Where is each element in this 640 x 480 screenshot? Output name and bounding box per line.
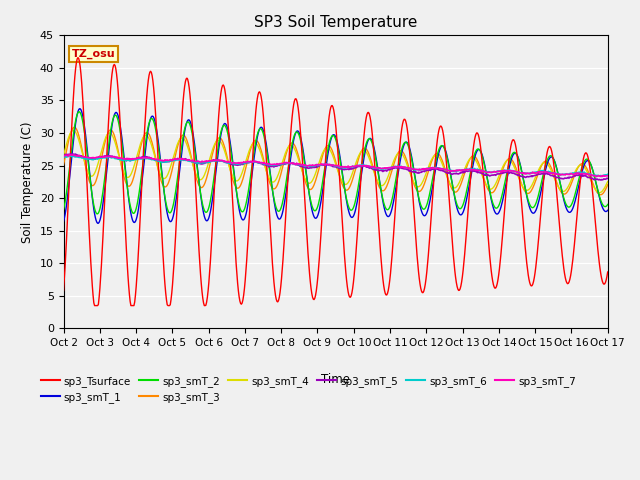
sp3_smT_6 xyxy=(419,166,426,172)
sp3_smT_5 xyxy=(68,151,76,156)
sp3_smT_7 xyxy=(182,156,189,162)
sp3_smT_1 xyxy=(76,106,83,112)
sp3_smT_2 xyxy=(60,206,67,212)
sp3_smT_4 xyxy=(211,143,218,148)
sp3_Tsurface xyxy=(604,269,612,275)
sp3_smT_7 xyxy=(126,156,134,162)
sp3_smT_5 xyxy=(604,176,612,181)
Line: sp3_smT_3: sp3_smT_3 xyxy=(63,127,608,195)
sp3_smT_1 xyxy=(95,220,102,226)
X-axis label: Time: Time xyxy=(321,373,350,386)
Line: sp3_smT_5: sp3_smT_5 xyxy=(63,154,608,180)
sp3_Tsurface xyxy=(60,288,67,293)
sp3_smT_4 xyxy=(182,138,189,144)
sp3_smT_1 xyxy=(403,140,411,145)
sp3_smT_3 xyxy=(70,124,78,130)
sp3_Tsurface xyxy=(91,303,99,309)
sp3_smT_5 xyxy=(419,168,426,174)
Title: SP3 Soil Temperature: SP3 Soil Temperature xyxy=(254,15,417,30)
sp3_smT_5 xyxy=(126,158,134,164)
sp3_smT_3 xyxy=(182,134,189,140)
sp3_smT_5 xyxy=(403,167,410,172)
sp3_smT_3 xyxy=(403,156,410,162)
Line: sp3_smT_4: sp3_smT_4 xyxy=(63,131,608,192)
sp3_smT_4 xyxy=(70,128,77,133)
Legend: sp3_Tsurface, sp3_smT_1, sp3_smT_2, sp3_smT_3, sp3_smT_4, sp3_smT_5, sp3_smT_6, : sp3_Tsurface, sp3_smT_1, sp3_smT_2, sp3_… xyxy=(36,372,580,407)
sp3_smT_6 xyxy=(604,171,612,177)
sp3_smT_5 xyxy=(597,177,605,183)
Text: TZ_osu: TZ_osu xyxy=(72,48,115,59)
sp3_smT_6 xyxy=(70,154,77,159)
sp3_smT_6 xyxy=(211,158,218,164)
sp3_Tsurface xyxy=(74,55,82,60)
sp3_Tsurface xyxy=(403,125,411,131)
sp3_Tsurface xyxy=(211,176,219,182)
sp3_smT_2 xyxy=(70,132,77,138)
sp3_smT_3 xyxy=(126,183,134,189)
sp3_smT_7 xyxy=(60,153,67,159)
sp3_smT_2 xyxy=(604,202,612,207)
sp3_smT_3 xyxy=(419,186,426,192)
sp3_smT_3 xyxy=(604,182,612,188)
sp3_Tsurface xyxy=(182,76,190,82)
sp3_smT_6 xyxy=(70,153,78,158)
sp3_smT_1 xyxy=(70,138,77,144)
sp3_smT_3 xyxy=(70,125,77,131)
sp3_smT_4 xyxy=(60,153,67,158)
sp3_smT_2 xyxy=(419,206,427,212)
sp3_smT_1 xyxy=(127,211,135,216)
sp3_smT_6 xyxy=(182,157,189,163)
sp3_smT_1 xyxy=(182,121,190,127)
sp3_smT_1 xyxy=(60,218,67,224)
sp3_smT_5 xyxy=(70,151,78,157)
sp3_smT_1 xyxy=(604,207,612,213)
Line: sp3_smT_1: sp3_smT_1 xyxy=(63,109,608,223)
sp3_smT_2 xyxy=(127,205,135,211)
sp3_smT_4 xyxy=(596,190,604,195)
sp3_smT_1 xyxy=(211,177,219,183)
sp3_smT_6 xyxy=(403,165,410,171)
sp3_smT_2 xyxy=(182,121,190,127)
sp3_smT_7 xyxy=(593,174,600,180)
sp3_smT_4 xyxy=(403,160,410,166)
sp3_smT_7 xyxy=(66,152,74,157)
sp3_smT_5 xyxy=(182,156,189,162)
sp3_smT_7 xyxy=(70,152,78,158)
sp3_smT_6 xyxy=(126,158,134,164)
sp3_smT_3 xyxy=(60,162,67,168)
sp3_smT_4 xyxy=(126,173,134,179)
sp3_smT_4 xyxy=(419,180,426,185)
sp3_Tsurface xyxy=(70,94,77,99)
Line: sp3_smT_2: sp3_smT_2 xyxy=(63,112,608,214)
sp3_smT_7 xyxy=(604,173,612,179)
sp3_smT_5 xyxy=(60,152,67,158)
sp3_smT_6 xyxy=(60,155,67,160)
Y-axis label: Soil Temperature (C): Soil Temperature (C) xyxy=(21,121,34,242)
sp3_Tsurface xyxy=(127,303,135,309)
sp3_smT_5 xyxy=(211,157,218,163)
sp3_smT_7 xyxy=(211,158,218,164)
sp3_smT_4 xyxy=(604,179,612,184)
Line: sp3_Tsurface: sp3_Tsurface xyxy=(63,58,608,306)
sp3_smT_2 xyxy=(403,141,411,146)
sp3_smT_7 xyxy=(403,165,410,170)
sp3_Tsurface xyxy=(419,290,427,296)
sp3_smT_6 xyxy=(598,174,605,180)
sp3_smT_2 xyxy=(76,109,83,115)
sp3_smT_3 xyxy=(211,144,218,150)
sp3_smT_2 xyxy=(94,211,102,217)
Line: sp3_smT_7: sp3_smT_7 xyxy=(63,155,608,177)
sp3_smT_3 xyxy=(596,192,604,198)
sp3_smT_4 xyxy=(70,128,78,133)
sp3_smT_1 xyxy=(419,212,427,217)
sp3_smT_2 xyxy=(211,168,219,173)
sp3_smT_7 xyxy=(419,166,426,172)
Line: sp3_smT_6: sp3_smT_6 xyxy=(63,156,608,177)
